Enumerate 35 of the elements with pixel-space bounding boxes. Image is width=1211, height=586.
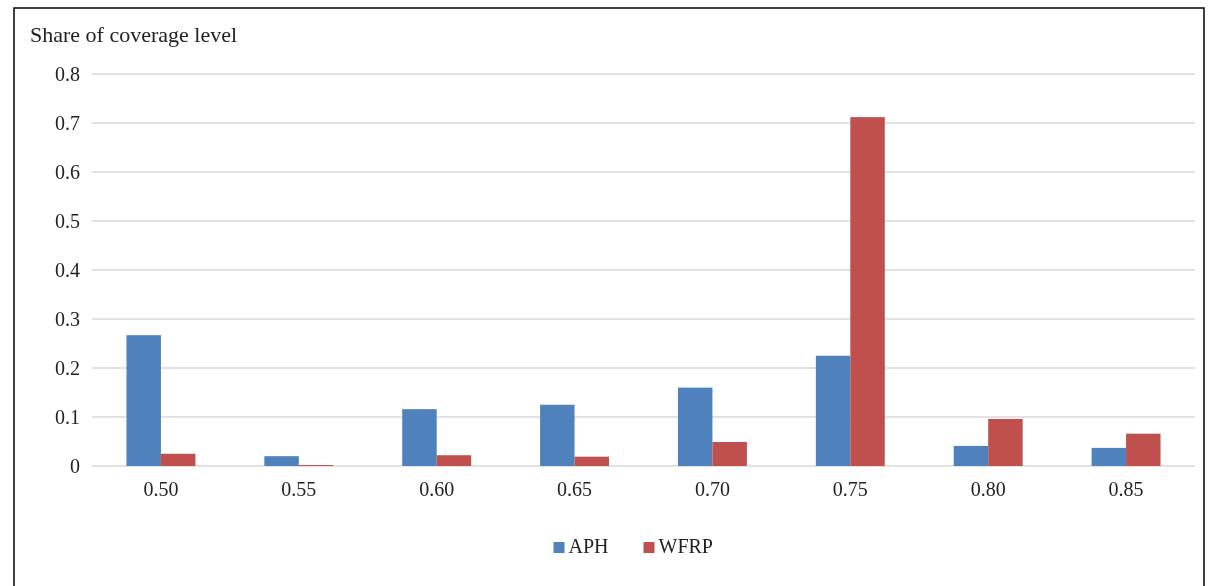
x-tick-label: 0.60 xyxy=(419,478,455,500)
y-tick-label: 0.3 xyxy=(55,308,80,330)
y-tick-label: 0.7 xyxy=(55,112,80,134)
y-tick-label: 0.4 xyxy=(55,259,80,281)
legend-label: WFRP xyxy=(658,535,713,557)
y-axis-title: Share of coverage level xyxy=(30,22,238,47)
bar xyxy=(540,404,575,466)
y-tick-label: 0.5 xyxy=(55,210,80,232)
legend-label: APH xyxy=(568,535,609,557)
x-tick-label: 0.85 xyxy=(1108,478,1144,500)
bar xyxy=(160,453,196,466)
bar xyxy=(677,387,713,466)
bar xyxy=(264,456,299,466)
x-tick-label: 0.50 xyxy=(143,478,179,500)
x-tick-label: 0.65 xyxy=(557,478,593,500)
x-tick-label: 0.70 xyxy=(694,478,730,500)
x-tick-label: 0.80 xyxy=(970,478,1006,500)
bar xyxy=(574,456,610,466)
bar xyxy=(126,335,161,466)
bar xyxy=(850,117,885,466)
x-tick-label: 0.75 xyxy=(832,478,868,500)
x-tick-label: 0.55 xyxy=(281,478,317,500)
y-tick-label: 0.8 xyxy=(55,63,80,85)
y-tick-label: 0.1 xyxy=(55,406,80,428)
bar xyxy=(988,418,1023,466)
bar xyxy=(815,355,851,466)
y-tick-label: 0.2 xyxy=(55,357,80,379)
bar xyxy=(1126,433,1161,466)
bar xyxy=(953,445,989,466)
bar xyxy=(1091,447,1127,466)
bar xyxy=(712,441,747,466)
bar xyxy=(436,455,472,466)
y-tick-label: 0 xyxy=(70,455,80,477)
bar xyxy=(402,409,437,466)
y-tick-label: 0.6 xyxy=(55,161,80,183)
